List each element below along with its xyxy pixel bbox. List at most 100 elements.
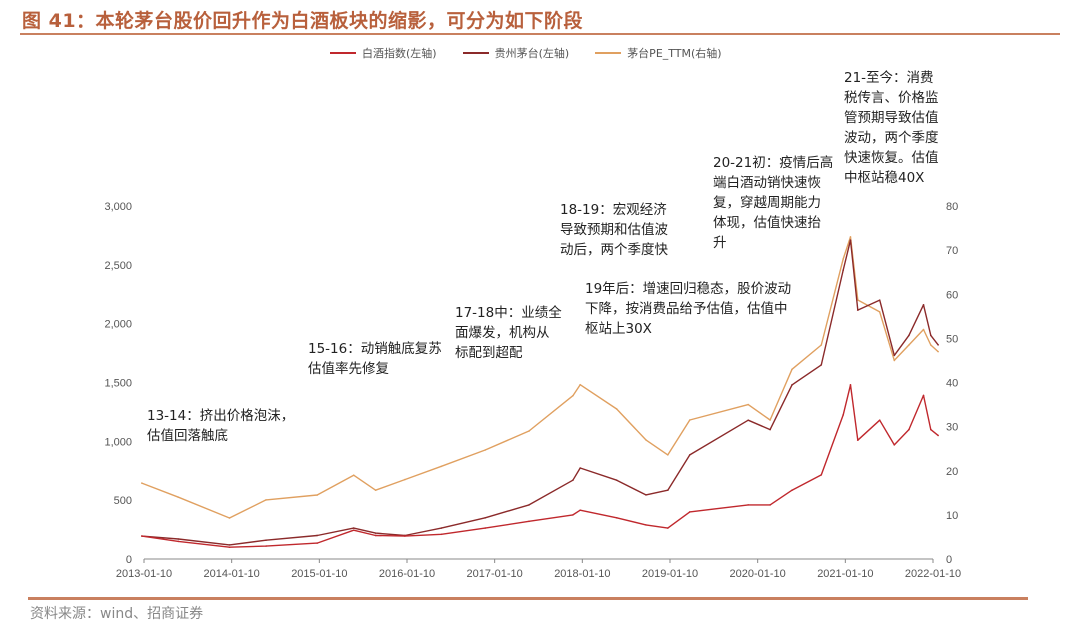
data-point [820,364,823,366]
data-point [849,239,852,241]
y-left-tick-label: 0 [126,554,132,566]
annotation-18-19: 18-19：宏观经济 导致预期和估值波 动后，两个季度快 [560,202,668,258]
data-point [316,494,318,496]
data-point [937,434,939,437]
data-point [316,534,318,537]
data-point [930,428,932,431]
x-tick-label: 2018-01-10 [554,568,610,580]
y-right-tick-label: 80 [946,201,958,213]
data-point [579,383,581,386]
legend-item-baijiu: 白酒指数(左轴) [330,45,437,61]
y-left-tick-label: 2,000 [104,319,132,331]
x-tick-label: 2014-01-10 [204,568,260,580]
data-point [374,532,377,534]
data-point [922,328,925,331]
data-point [937,344,939,346]
data-point [265,545,267,547]
data-point [579,467,581,469]
y-right-tick-label: 10 [946,510,958,522]
figure-title: 图 41：本轮茅台股价回升作为白酒板块的缩影，可分为如下阶段 [22,10,584,32]
data-point [352,474,355,476]
title-divider [20,33,1060,35]
data-point [404,535,406,537]
data-point [791,368,793,371]
data-point [572,514,574,516]
source-note: 资料来源：wind、招商证券 [30,606,204,622]
data-point [645,524,647,526]
data-point [856,309,859,311]
data-point [688,511,691,513]
y-right-tick-label: 50 [946,333,958,345]
data-point [849,236,852,238]
data-point [141,482,143,484]
data-point [930,334,932,337]
y-right-tick-label: 30 [946,422,958,434]
data-point [440,527,443,529]
annotation-17-18: 17-18中：业绩全 面爆发，机构从 标配到超配 [455,305,562,361]
data-point [667,454,669,456]
data-point [404,478,406,481]
data-point [484,517,486,519]
x-tick-label: 2022-01-10 [905,568,961,580]
data-point [352,527,355,529]
legend-label: 白酒指数(左轴) [362,47,437,60]
data-point [791,384,793,386]
data-point [893,444,896,446]
data-point [769,419,771,421]
data-point [615,479,618,481]
legend-label: 茅台PE_TTM(右轴) [627,47,722,60]
annotation-19-after: 19年后：增速回归稳态，股价波动 下降，按消费品给予估值，估值中 枢站上30X [585,281,792,337]
data-point [228,517,231,519]
data-point [615,408,618,410]
data-point [579,509,581,511]
series-line-0 [141,384,939,548]
annotation-21-now: 21-至今：消费 税传言、价格监 管预期导致估值 波动，两个季度 快速恢复。估值… [844,70,939,186]
data-point [922,394,925,397]
data-point [528,520,530,523]
data-point [484,527,486,529]
data-point [141,535,143,537]
legend: 白酒指数(左轴) 贵州茅台(左轴) 茅台PE_TTM(右轴) [330,45,722,61]
data-point [484,449,486,451]
data-point [791,489,793,491]
data-point [528,504,530,506]
data-point [572,479,574,481]
data-point [820,344,823,346]
data-point [937,350,939,353]
data-point [930,344,932,346]
data-point [878,299,881,301]
y-right-tick-label: 60 [946,289,958,301]
x-tick-label: 2017-01-10 [467,568,523,580]
y-right-tick-label: 20 [946,466,958,478]
data-point [908,344,910,346]
data-point [922,304,925,306]
series-line-1 [141,239,939,546]
data-point [849,384,852,386]
y-left-tick-label: 2,500 [104,260,132,272]
data-point [842,414,844,416]
legend-item-maotai: 贵州茅台(左轴) [462,45,569,61]
data-point [878,311,881,313]
y-left-tick-label: 1,000 [104,436,132,448]
data-point [878,419,881,421]
source-divider [28,597,1028,600]
annotation-20-21: 20-21初：疫情后高 端白酒动销快速恢 复，穿越周期能力 体现，估值快速抬 升 [713,155,834,251]
y-left-tick-label: 3,000 [104,201,132,213]
data-point [177,540,180,543]
data-point [688,419,691,421]
data-point [908,334,910,337]
y-left-tick-label: 500 [114,495,132,507]
data-point [228,544,231,546]
data-point [856,439,859,441]
data-point [747,403,749,406]
x-tick-label: 2021-01-10 [817,568,873,580]
data-point [893,354,896,357]
legend-item-pe: 茅台PE_TTM(右轴) [595,45,722,61]
data-point [667,489,669,491]
x-tick-label: 2015-01-10 [291,568,347,580]
data-point [440,533,443,536]
data-point [645,439,647,441]
data-point [645,494,647,496]
